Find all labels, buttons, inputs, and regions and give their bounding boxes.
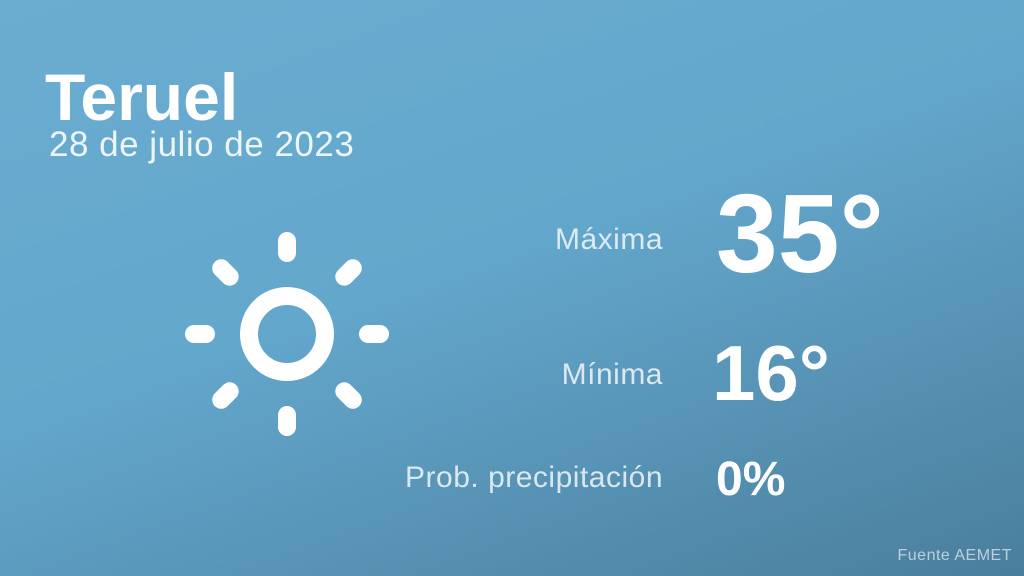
location-title: Teruel (45, 60, 239, 134)
sun-ray-sw (212, 382, 239, 409)
precipitation-label: Prob. precipitación (405, 461, 663, 494)
precipitation-value: 0% (716, 453, 786, 506)
sun-ray-nw (212, 259, 239, 286)
sun-ray-se (335, 382, 362, 409)
max-temp-label: Máxima (554, 223, 663, 256)
min-temp-value: 16° (712, 329, 830, 417)
sun-icon (185, 232, 389, 436)
data-source-credit: Fuente AEMET (897, 547, 1012, 564)
sun-core (240, 287, 334, 381)
min-temp-label: Mínima (561, 358, 663, 391)
max-temp-value: 35° (716, 172, 884, 296)
sun-ray-ne (335, 259, 362, 286)
forecast-date: 28 de julio de 2023 (49, 125, 355, 164)
